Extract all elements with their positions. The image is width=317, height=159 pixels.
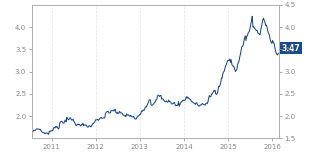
Text: 3.47: 3.47 xyxy=(281,44,300,53)
